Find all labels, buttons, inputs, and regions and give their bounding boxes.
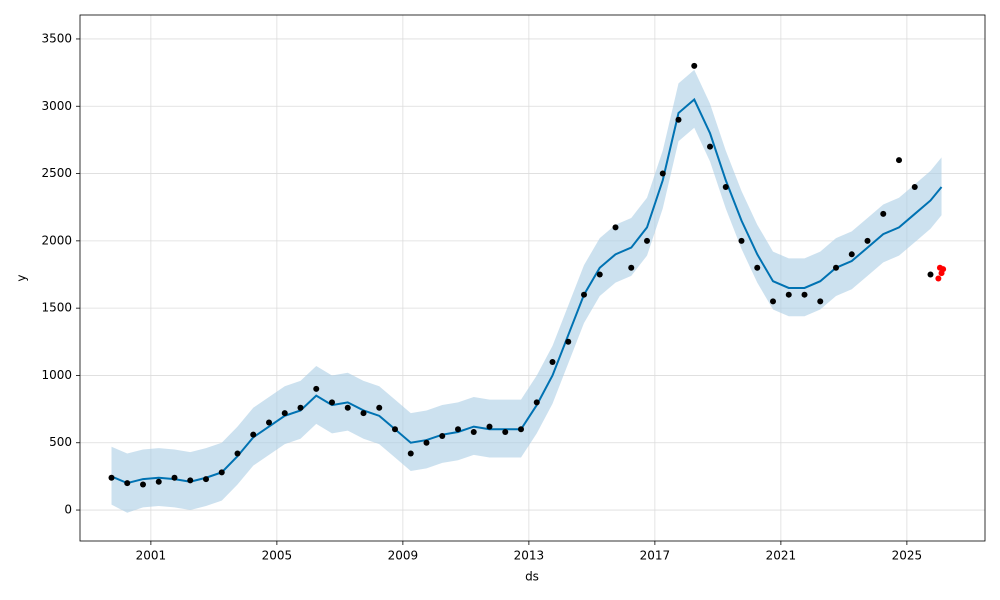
y-tick-label: 500 [49,435,72,449]
data-point [628,264,635,271]
data-point [518,426,525,433]
data-point [486,423,493,430]
data-point [940,266,947,273]
data-point [691,62,698,69]
data-point [707,143,714,150]
data-point [140,481,147,488]
data-point [376,404,383,411]
data-point [455,426,462,433]
data-point [392,426,399,433]
data-point [533,399,540,406]
forecast-line [111,97,943,485]
y-tick-label: 0 [64,503,72,517]
data-point [297,404,304,411]
data-point [833,264,840,271]
data-point [281,410,288,417]
data-point [329,399,336,406]
data-point [754,264,761,271]
data-point [313,385,320,392]
y-tick-label: 2000 [41,233,72,247]
data-point [770,298,777,305]
y-tick-label: 1000 [41,368,72,382]
data-point [250,431,257,438]
y-axis-label: y [15,274,29,281]
data-point [407,450,414,457]
data-point [896,157,903,164]
data-point [439,433,446,440]
data-point [644,237,651,244]
uncertainty-band [111,69,942,513]
data-point [738,237,745,244]
data-point [935,275,942,282]
x-tick-label: 2013 [514,549,545,563]
data-point [171,474,178,481]
data-point [344,404,351,411]
data-point [785,291,792,298]
data-point [423,439,430,446]
y-tick-label: 3500 [41,31,72,45]
data-point [218,469,225,476]
data-point [659,170,666,177]
data-point [817,298,824,305]
data-point [502,428,509,435]
data-point [549,358,556,365]
plot-frame [79,14,986,542]
data-point [675,116,682,123]
data-point [234,450,241,457]
y-tick-label: 1500 [41,301,72,315]
data-point [927,271,934,278]
data-point [565,338,572,345]
data-point [108,474,115,481]
data-point [801,291,808,298]
data-point [155,478,162,485]
data-point [612,224,619,231]
data-point [864,237,871,244]
data-point [596,271,603,278]
x-axis-label: ds [525,570,539,584]
data-point [722,184,729,191]
data-point [187,477,194,484]
data-point [581,291,588,298]
data-point [203,476,210,483]
y-tick-label: 3000 [41,99,72,113]
x-tick-label: 2009 [388,549,419,563]
data-point [360,410,367,417]
data-point [124,480,131,487]
data-point [880,210,887,217]
data-point [848,251,855,258]
x-tick-label: 2021 [766,549,797,563]
x-tick-label: 2025 [892,549,923,563]
data-point [266,419,273,426]
y-tick-label: 2500 [41,166,72,180]
x-tick-label: 2017 [640,549,671,563]
x-tick-label: 2005 [262,549,293,563]
data-point [911,184,918,191]
data-point [470,428,477,435]
x-tick-label: 2001 [136,549,167,563]
